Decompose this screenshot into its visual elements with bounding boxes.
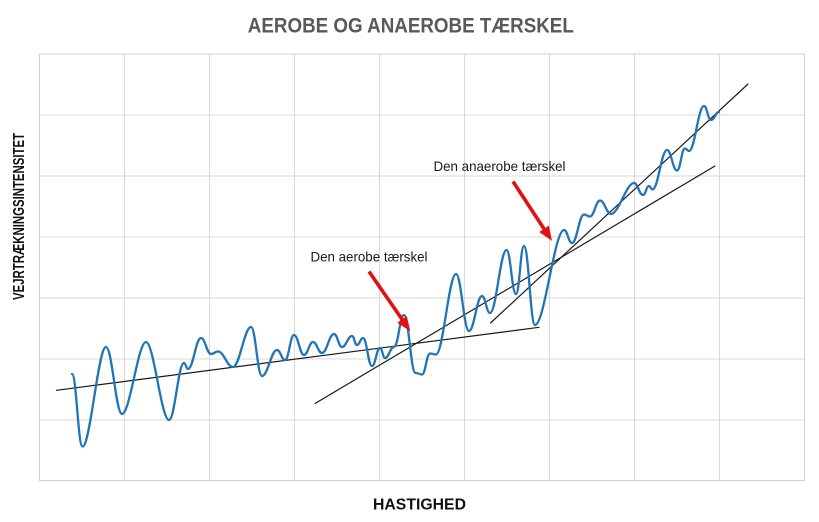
svg-text:Den aerobe tærskel: Den aerobe tærskel	[311, 249, 428, 265]
svg-text:HASTIGHED: HASTIGHED	[373, 497, 466, 514]
svg-text:VEJRTRÆKNINGSINTENSITET: VEJRTRÆKNINGSINTENSITET	[11, 133, 28, 300]
svg-text:Den anaerobe tærskel: Den anaerobe tærskel	[434, 158, 566, 174]
svg-text:AEROBE OG ANAEROBE TÆRSKEL: AEROBE OG ANAEROBE TÆRSKEL	[248, 15, 574, 38]
